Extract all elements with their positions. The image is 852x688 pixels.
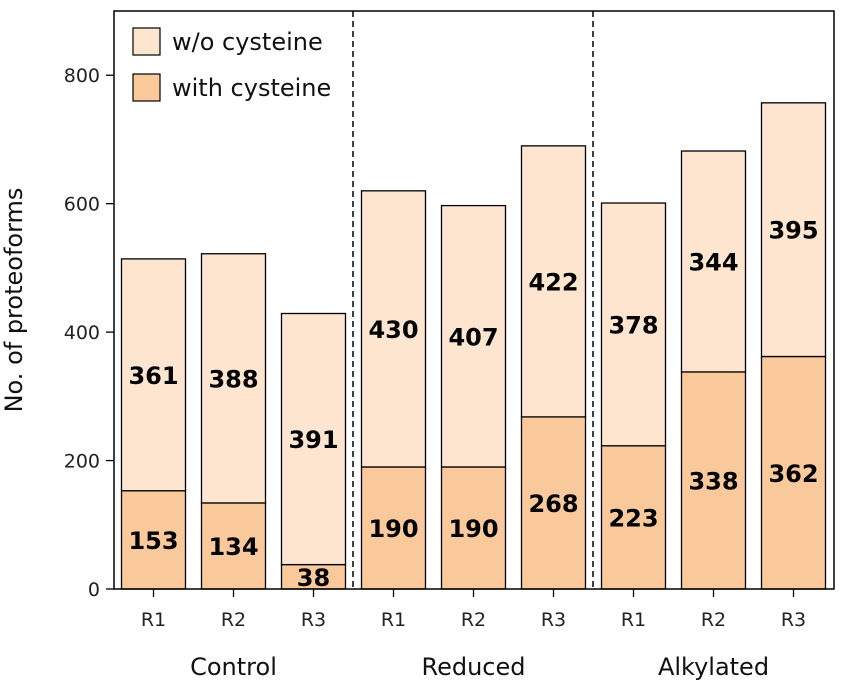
bar-without-cysteine — [360, 190, 427, 468]
bar-without-cysteine — [760, 102, 827, 358]
value-label-with-cysteine: 268 — [528, 490, 578, 518]
x-tick-label: R2 — [221, 609, 246, 631]
y-tick-label: 0 — [88, 579, 100, 601]
value-labels-layer: 153 361 134 388 38 391 190 430 190 407 268 422 223 37… — [128, 217, 818, 592]
bar-without-cysteine — [680, 150, 747, 373]
y-axis: 0 200 400 600 800 — [64, 65, 114, 601]
group-label: Control — [190, 653, 277, 681]
group-separators — [352, 11, 594, 589]
value-label-without-cysteine: 430 — [368, 316, 418, 344]
value-label-without-cysteine: 407 — [448, 323, 498, 351]
value-label-without-cysteine: 344 — [688, 248, 738, 276]
value-label-without-cysteine: 422 — [528, 268, 578, 296]
bar-without-cysteine — [280, 312, 347, 566]
y-tick-label: 200 — [64, 451, 100, 473]
value-label-with-cysteine: 190 — [448, 515, 498, 543]
group-label: Reduced — [421, 653, 525, 681]
value-label-with-cysteine: 38 — [297, 564, 330, 592]
x-axis: R1 R2 R3 R1 R2 R3 R1 R2 R3 — [141, 589, 806, 631]
legend-label: w/o cysteine — [172, 28, 323, 56]
bars-layer — [120, 102, 827, 590]
y-tick-label: 600 — [64, 194, 100, 216]
bar-without-cysteine — [440, 204, 507, 468]
group-label: Alkylated — [658, 653, 769, 681]
value-label-with-cysteine: 362 — [768, 460, 818, 488]
legend: w/o cysteine with cysteine — [132, 27, 331, 102]
bar-with-cysteine — [680, 371, 747, 590]
group-labels: Control Reduced Alkylated — [190, 653, 769, 681]
legend-label: with cysteine — [172, 74, 331, 102]
bar-without-cysteine — [600, 202, 667, 447]
legend-swatch — [132, 27, 161, 56]
value-label-without-cysteine: 395 — [768, 217, 818, 245]
value-label-with-cysteine: 223 — [608, 504, 658, 532]
value-label-with-cysteine: 190 — [368, 515, 418, 543]
y-tick-label: 400 — [64, 322, 100, 344]
x-tick-label: R1 — [381, 609, 406, 631]
x-tick-label: R1 — [621, 609, 646, 631]
legend-swatch — [132, 73, 161, 102]
value-label-without-cysteine: 361 — [128, 362, 178, 390]
value-label-with-cysteine: 153 — [128, 527, 178, 555]
bar-with-cysteine — [760, 355, 827, 590]
x-tick-label: R1 — [141, 609, 166, 631]
value-label-with-cysteine: 338 — [688, 467, 738, 495]
y-tick-label: 800 — [64, 65, 100, 87]
bar-with-cysteine — [440, 466, 507, 590]
value-label-without-cysteine: 388 — [208, 365, 258, 393]
x-tick-label: R3 — [301, 609, 326, 631]
x-tick-label: R2 — [701, 609, 726, 631]
x-tick-label: R3 — [781, 609, 806, 631]
value-label-with-cysteine: 134 — [208, 533, 258, 561]
x-tick-label: R2 — [461, 609, 486, 631]
x-tick-label: R3 — [541, 609, 566, 631]
bar-with-cysteine — [520, 416, 587, 590]
value-label-without-cysteine: 378 — [608, 311, 658, 339]
value-label-without-cysteine: 391 — [288, 426, 338, 454]
bar-with-cysteine — [600, 445, 667, 590]
bar-without-cysteine — [120, 258, 187, 492]
bar-without-cysteine — [520, 145, 587, 418]
y-axis-title: No. of proteoforms — [0, 188, 28, 413]
bar-without-cysteine — [200, 253, 267, 504]
